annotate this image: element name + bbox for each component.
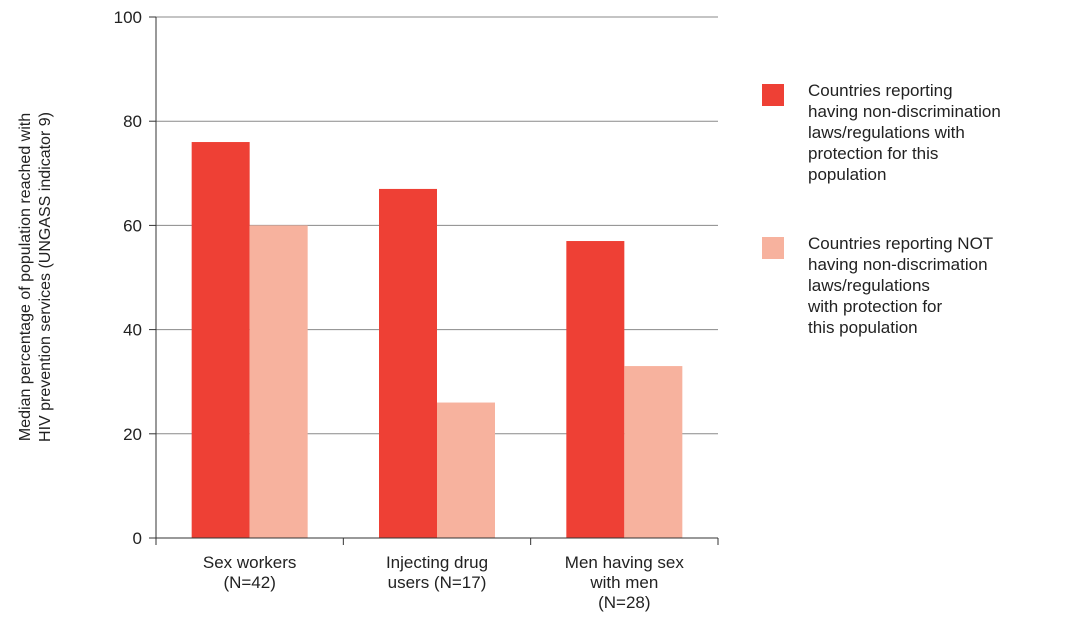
y-tick-label: 80 [123, 112, 142, 131]
legend-label-line: protection for this [808, 144, 939, 163]
bar-series-2 [624, 366, 683, 538]
legend-swatch [762, 237, 784, 259]
y-axis-title-line: HIV prevention services (UNGASS indicato… [37, 112, 54, 442]
legend-label-line: with protection for [808, 297, 943, 316]
x-category-label-line: (N=42) [223, 573, 275, 592]
x-category-label: Injecting drug users (N=17) [386, 553, 488, 592]
bars [191, 142, 683, 539]
legend-label-line: laws/regulations [808, 276, 930, 295]
legend-label-line: laws/regulations with [808, 123, 965, 142]
x-category-label-line: (N=28) [598, 593, 650, 612]
x-category-label-line: with men [589, 573, 658, 592]
y-tick-label: 100 [114, 8, 142, 27]
y-tick-label: 40 [123, 321, 142, 340]
y-tick-label: 60 [123, 216, 142, 235]
y-axis-title: Median percentage of population reached … [17, 112, 54, 442]
y-tick-label: 0 [133, 529, 142, 548]
bar-series-2 [437, 402, 495, 538]
axes [149, 16, 719, 545]
x-category-label-line: Sex workers [203, 553, 297, 572]
legend-label-line: Countries reporting NOT [808, 234, 994, 253]
legend-swatch [762, 84, 784, 106]
legend-item: Countries reporting having non-discrimina… [762, 80, 1062, 185]
y-axis-title-line: Median percentage of population reached … [17, 113, 34, 441]
x-category-label-line: Men having sex [565, 553, 685, 572]
legend: Countries reporting having non-discrimina… [762, 80, 1062, 338]
labels: 0 20 40 60 80 100 Sex workers (N=42) Injecting d… [17, 8, 684, 612]
bar-series-2 [249, 225, 308, 538]
legend-label-line: having non-discrimination [808, 102, 1001, 121]
legend-label-line: Countries reporting [808, 81, 953, 100]
legend-label-line: this population [808, 318, 918, 337]
bar-series-1 [191, 142, 250, 539]
legend-label: Countries reporting NOT having non-discri… [808, 233, 993, 338]
legend-label: Countries reporting having non-discrimina… [808, 80, 1001, 185]
legend-label-line: having non-discrimation [808, 255, 988, 274]
x-category-label-line: users (N=17) [388, 573, 487, 592]
legend-item: Countries reporting NOT having non-discri… [762, 233, 1062, 338]
x-category-label: Sex workers (N=42) [203, 553, 297, 592]
x-category-label-line: Injecting drug [386, 553, 488, 572]
legend-label-line: population [808, 165, 887, 184]
bar-series-1 [379, 188, 437, 538]
bar-series-1 [566, 241, 625, 538]
x-category-label: Men having sex with men (N=28) [565, 553, 685, 612]
y-tick-label: 20 [123, 425, 142, 444]
